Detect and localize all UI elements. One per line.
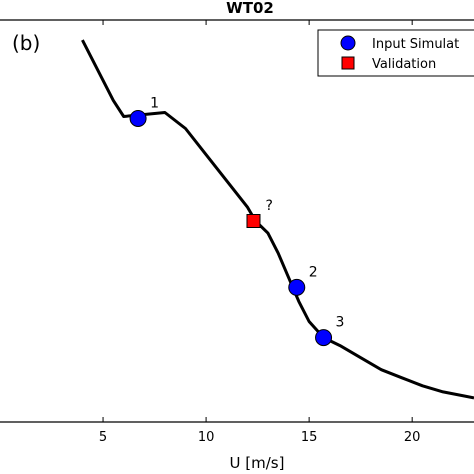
plot-axes: 5 10 15 20 <box>0 19 474 445</box>
x-tick-label: 15 <box>301 430 318 445</box>
legend-marker-square <box>341 56 355 70</box>
x-tick-label: 10 <box>198 430 215 445</box>
legend-entry-label: Validation <box>372 57 436 72</box>
panel-label: (b) <box>12 31 40 55</box>
legend-marker-circle <box>340 35 356 51</box>
x-axis-label: U [m/s] <box>230 454 285 472</box>
input-simulation-point <box>315 329 333 347</box>
point-label: 3 <box>336 315 345 331</box>
point-label: ? <box>265 198 272 214</box>
validation-point <box>246 214 261 228</box>
power-curve-line <box>81 39 474 400</box>
legend: Input Simulat Validation <box>317 29 474 77</box>
point-label: 2 <box>309 264 318 280</box>
chart-title: WT02 <box>226 0 274 17</box>
plot-area: 1 2 3? <box>81 39 474 400</box>
point-label: 1 <box>150 95 159 111</box>
legend-entry-label: Input Simulat <box>372 37 459 52</box>
input-simulation-point <box>288 278 306 296</box>
input-simulation-point <box>129 109 147 127</box>
x-tick-label: 5 <box>99 430 107 445</box>
x-tick-label: 20 <box>404 430 421 445</box>
